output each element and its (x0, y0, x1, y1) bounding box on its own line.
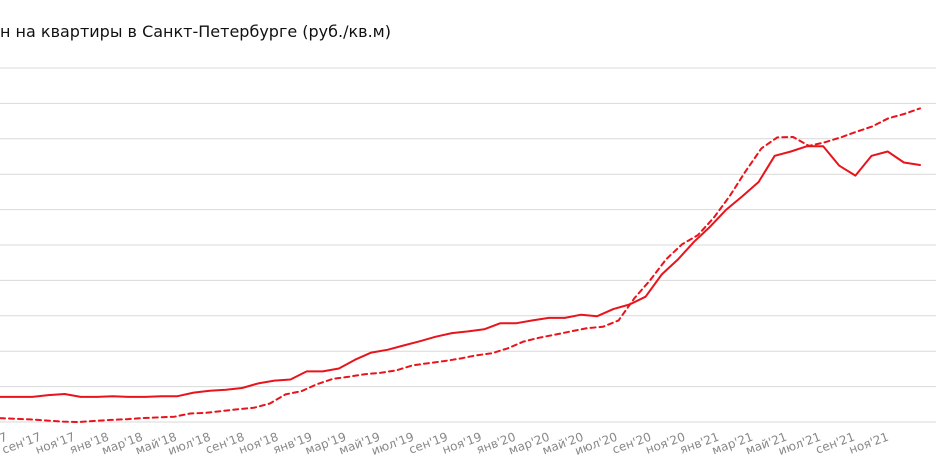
series-line-dashed (0, 107, 921, 423)
x-axis-ticks: л'17сен'17ноя'17янв'18мар'18май'18июл'18… (0, 430, 890, 458)
series-lines (0, 107, 921, 423)
series-line-solid (0, 145, 921, 398)
gridlines (0, 67, 936, 423)
x-tick-label: л'17 (0, 430, 9, 452)
x-tick-label: ноя'21 (847, 430, 890, 457)
chart-title: н на квартиры в Санкт-Петербурге (руб./к… (0, 22, 391, 41)
